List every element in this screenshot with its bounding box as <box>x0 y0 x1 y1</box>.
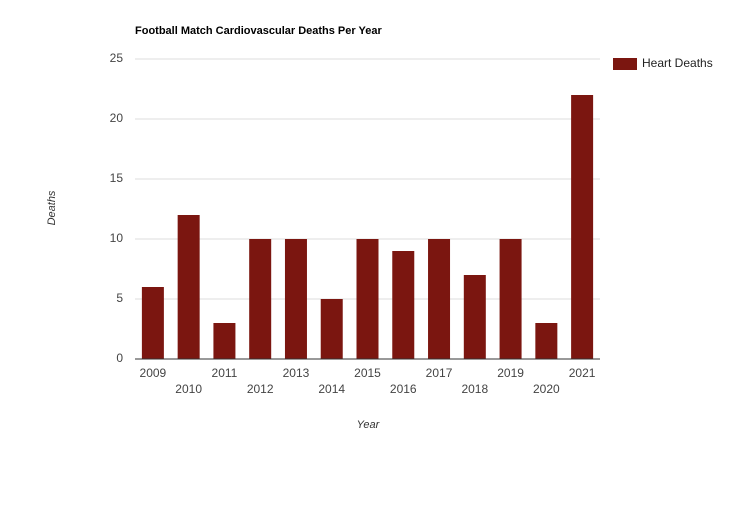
bar <box>499 239 522 359</box>
bar <box>320 299 343 359</box>
x-tick-label: 2012 <box>247 382 274 396</box>
x-axis-title: Year <box>357 419 381 431</box>
x-tick-label: 2015 <box>354 366 381 380</box>
legend-label: Heart Deaths <box>642 56 713 70</box>
y-tick-label: 15 <box>110 171 124 185</box>
x-tick-label: 2021 <box>569 366 596 380</box>
x-tick-label: 2016 <box>390 382 417 396</box>
bar <box>428 239 451 359</box>
bar <box>213 323 236 359</box>
bar <box>463 275 486 359</box>
bar <box>177 215 200 359</box>
bar <box>535 323 558 359</box>
bar <box>141 287 164 359</box>
bar <box>356 239 379 359</box>
x-tick-label: 2013 <box>283 366 310 380</box>
x-tick-label: 2010 <box>175 382 202 396</box>
y-tick-label: 5 <box>116 291 123 305</box>
x-tick-label: 2018 <box>461 382 488 396</box>
legend-swatch <box>613 58 637 70</box>
bar <box>249 239 272 359</box>
y-tick-label: 25 <box>110 51 124 65</box>
x-tick-label: 2009 <box>140 366 167 380</box>
x-tick-label: 2020 <box>533 382 560 396</box>
bar <box>392 251 415 359</box>
bar <box>571 95 594 359</box>
x-tick-label: 2017 <box>426 366 453 380</box>
x-tick-label: 2014 <box>318 382 345 396</box>
y-tick-label: 20 <box>110 111 124 125</box>
y-axis-title: Deaths <box>46 190 58 225</box>
y-tick-label: 10 <box>110 231 124 245</box>
x-tick-label: 2019 <box>497 366 524 380</box>
y-tick-label: 0 <box>116 351 123 365</box>
bar <box>284 239 307 359</box>
x-tick-label: 2011 <box>212 366 238 380</box>
chart-title: Football Match Cardiovascular Deaths Per… <box>135 25 382 37</box>
